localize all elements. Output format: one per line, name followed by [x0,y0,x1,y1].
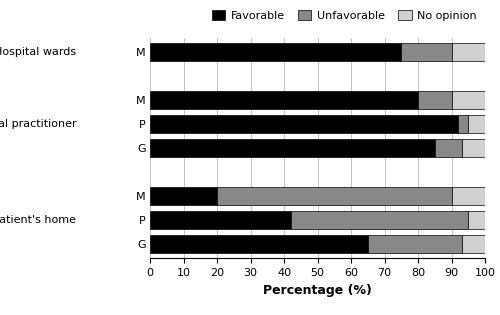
Bar [150,235,368,253]
Bar [458,115,468,133]
Bar [452,187,485,205]
Bar [150,115,458,133]
Bar [401,43,452,61]
Bar [468,115,485,133]
Bar [435,139,462,157]
Text: Patient's home: Patient's home [0,215,76,225]
Bar [452,43,485,61]
X-axis label: Percentage (%): Percentage (%) [263,284,372,297]
Bar [462,235,485,253]
Bar [150,187,217,205]
Bar [368,235,462,253]
Bar [150,139,435,157]
Bar [418,91,452,109]
Bar [150,211,290,229]
Text: Hospital wards: Hospital wards [0,47,76,57]
Bar [462,139,485,157]
Bar [452,91,485,109]
Bar [217,187,452,205]
Bar [290,211,469,229]
Bar [468,211,485,229]
Text: General practitioner: General practitioner [0,119,76,129]
Legend: Favorable, Unfavorable, No opinion: Favorable, Unfavorable, No opinion [208,6,482,25]
Bar [150,91,418,109]
Bar [150,43,401,61]
